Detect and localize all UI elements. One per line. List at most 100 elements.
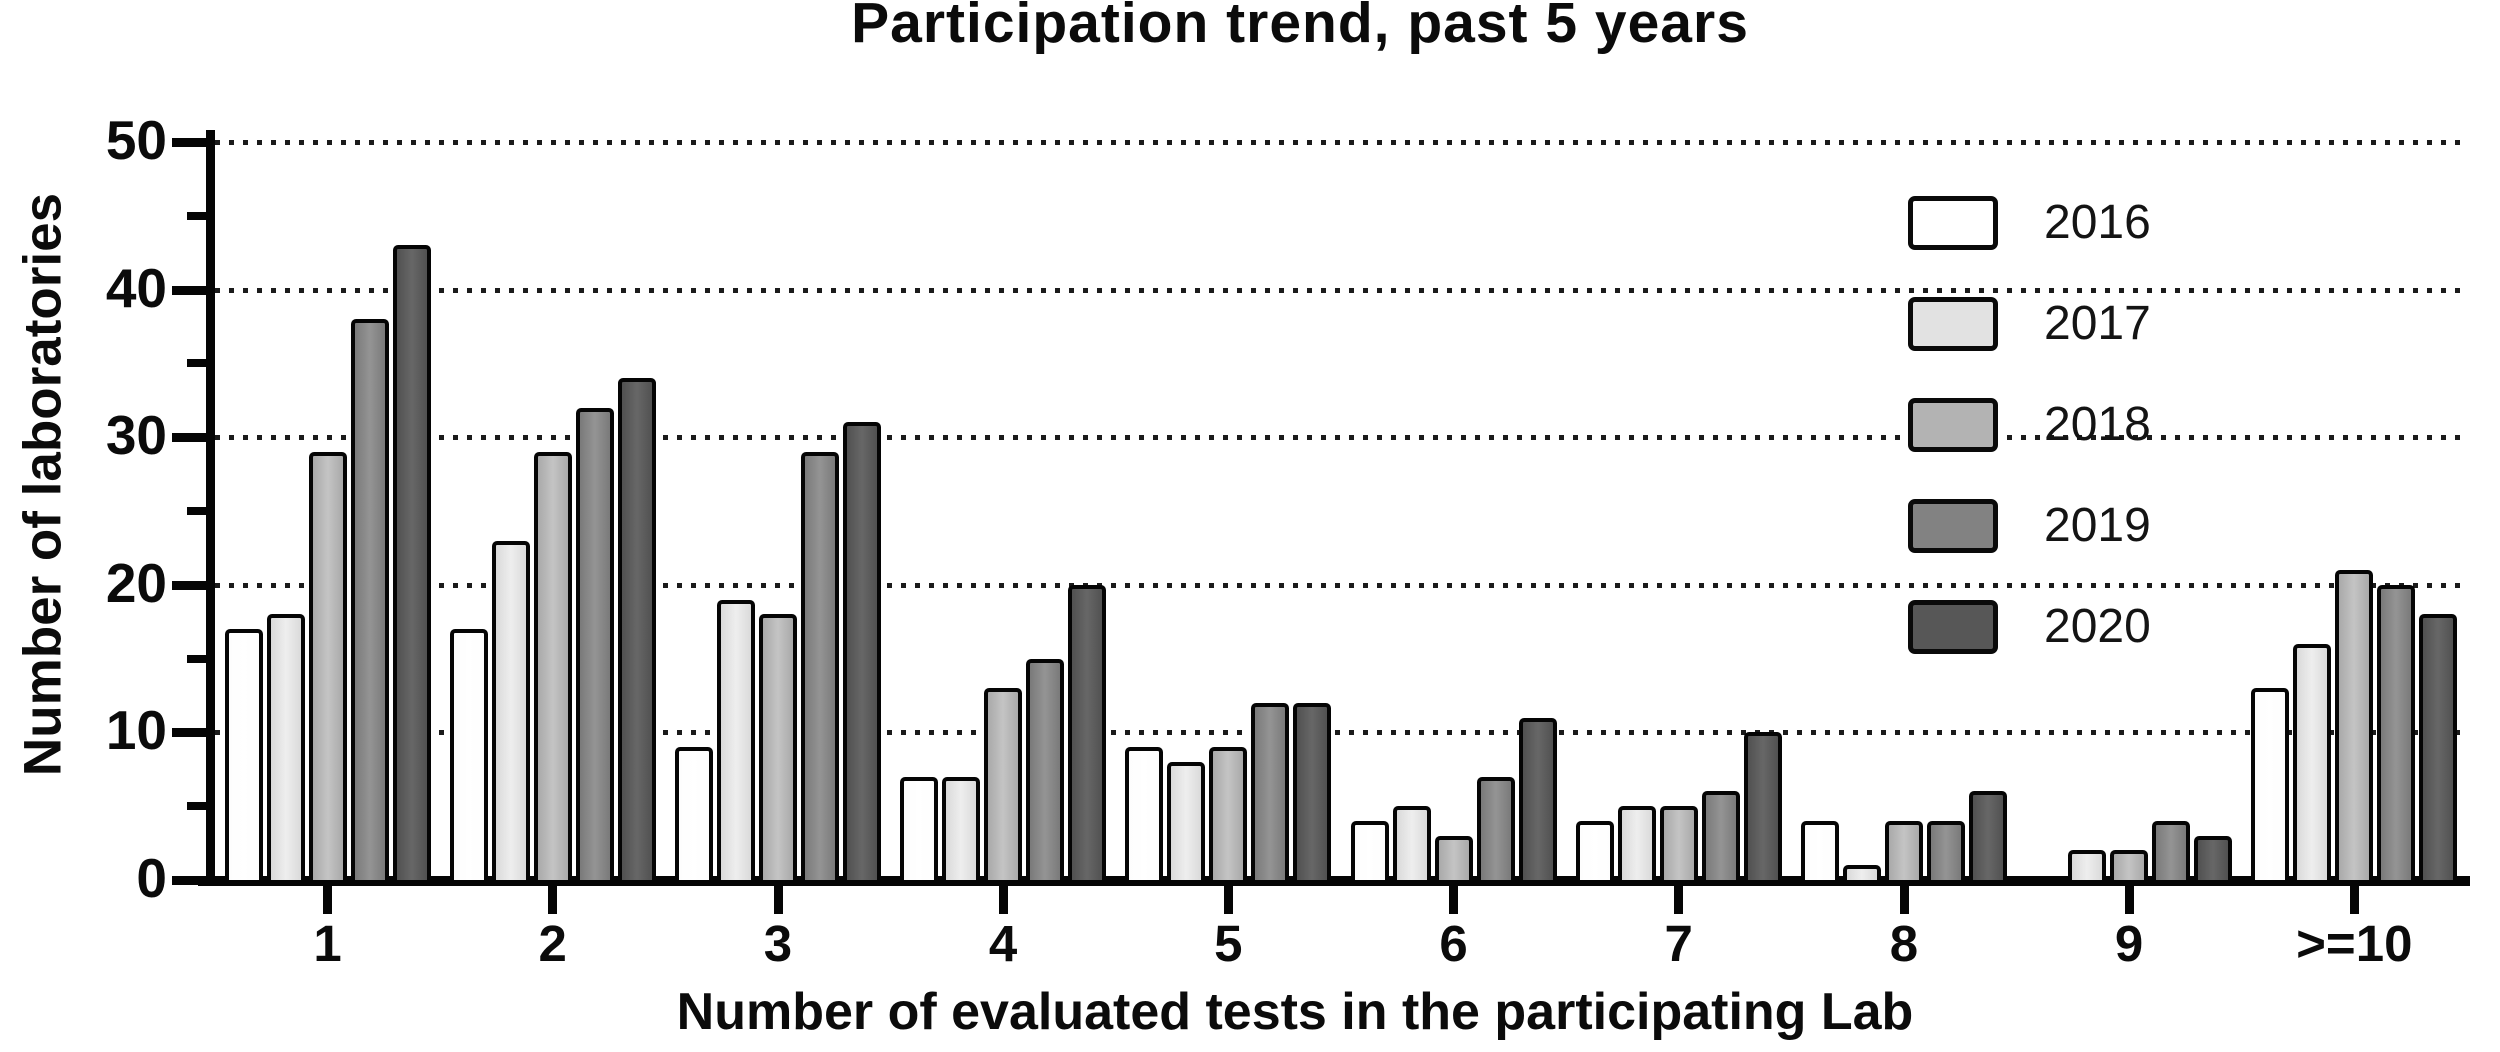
bar-group-7 [1566, 142, 1791, 880]
bar-2018-cat->=10 [2335, 570, 2374, 880]
bar-2017-cat-5 [1167, 762, 1206, 880]
y-tick-30 [172, 433, 215, 443]
y-tick-label-40: 40 [105, 256, 167, 319]
y-tick-label-10: 10 [105, 699, 167, 762]
bar-group-1 [215, 142, 440, 880]
bar-2019-cat-7 [1701, 791, 1740, 880]
x-axis-title: Number of evaluated tests in the partici… [676, 983, 1914, 1041]
bar-2018-cat-9 [2110, 850, 2149, 880]
bar-group->=10 [2242, 142, 2467, 880]
bar-2018-cat-8 [1884, 821, 1923, 880]
gridline-20 [215, 582, 2467, 588]
legend-label-2018: 2018 [2044, 398, 2151, 451]
bar-2017-cat-2 [491, 541, 530, 880]
legend-row-2019: 2019 [1908, 475, 2151, 576]
bar-2016-cat-8 [1800, 821, 1839, 880]
bar-groups-layer [215, 142, 2467, 880]
gridline-30 [215, 435, 2467, 441]
bar-2020-cat-8 [1968, 791, 2007, 880]
bar-2016-cat-3 [674, 747, 713, 880]
bar-2019-cat->=10 [2377, 585, 2416, 880]
x-tick-label-7: 7 [1664, 915, 1693, 972]
x-tick-2 [548, 886, 558, 914]
x-tick-label-9: 9 [2114, 915, 2144, 972]
y-tick-0 [172, 876, 215, 885]
y-minor-tick-5 [187, 802, 215, 811]
bar-group-2 [440, 142, 665, 880]
legend-swatch-2018 [1908, 397, 1998, 452]
bar-2019-cat-1 [350, 319, 389, 880]
y-tick-label-0: 0 [136, 847, 167, 909]
y-tick-20 [172, 580, 215, 590]
x-tick->=10 [2349, 886, 2359, 914]
legend-label-2019: 2019 [2044, 499, 2151, 552]
bar-2016-cat-2 [449, 629, 488, 880]
bar-2018-cat-4 [984, 688, 1023, 880]
bar-2018-cat-3 [758, 614, 797, 880]
y-tick-40 [172, 285, 215, 295]
bar-2017-cat-6 [1392, 806, 1431, 880]
bar-2019-cat-9 [2152, 821, 2191, 880]
x-tick-7 [1674, 886, 1684, 914]
legend-label-2016: 2016 [2044, 196, 2151, 249]
x-tick-8 [1899, 886, 1909, 914]
y-tick-10 [172, 728, 215, 738]
x-tick-5 [1223, 886, 1233, 914]
bar-2016-cat-6 [1350, 821, 1389, 880]
bar-group-4 [891, 142, 1116, 880]
bar-2020-cat->=10 [2419, 614, 2458, 880]
bar-2020-cat-9 [2194, 836, 2233, 880]
legend-row-2018: 2018 [1908, 374, 2151, 475]
bar-2018-cat-6 [1434, 836, 1473, 880]
legend-swatch-2019 [1908, 498, 1998, 553]
legend: 2016 2017 2018 2019 2020 [1908, 172, 2151, 677]
x-tick-3 [773, 886, 783, 914]
y-minor-tick-35 [187, 359, 215, 368]
bar-2017-cat-8 [1842, 865, 1881, 880]
bar-2019-cat-5 [1251, 703, 1290, 880]
bar-2020-cat-1 [392, 245, 431, 880]
x-tick-label->=10: >=10 [2296, 915, 2413, 972]
y-minor-tick-25 [187, 507, 215, 515]
bar-2020-cat-4 [1068, 585, 1107, 880]
bar-group-6 [1341, 142, 1566, 880]
bar-2017-cat-9 [2068, 850, 2107, 880]
legend-swatch-2020 [1908, 599, 1998, 654]
chart-title: Participation trend, past 5 years [851, 0, 1749, 55]
legend-row-2017: 2017 [1908, 273, 2151, 374]
bar-2016-cat->=10 [2251, 688, 2290, 880]
legend-label-2020: 2020 [2044, 600, 2151, 653]
x-tick-4 [998, 886, 1008, 914]
legend-row-2020: 2020 [1908, 576, 2151, 677]
bar-2019-cat-3 [800, 452, 839, 880]
y-minor-tick-15 [187, 654, 215, 663]
x-tick-label-2: 2 [538, 915, 567, 972]
bar-group-5 [1116, 142, 1341, 880]
bar-2017-cat-7 [1617, 806, 1656, 880]
legend-swatch-2016 [1908, 195, 1998, 250]
x-tick-1 [323, 886, 333, 914]
gridline-50 [215, 140, 2467, 145]
gridline-10 [215, 730, 2467, 736]
y-tick-label-50: 50 [105, 109, 167, 171]
bar-2018-cat-1 [308, 452, 347, 880]
bar-2018-cat-2 [533, 452, 572, 880]
bar-2020-cat-7 [1743, 732, 1782, 880]
legend-swatch-2017 [1908, 296, 1998, 351]
bar-2017-cat->=10 [2293, 644, 2332, 880]
x-tick-label-1: 1 [313, 915, 342, 972]
bar-2016-cat-1 [224, 629, 263, 880]
y-tick-label-20: 20 [105, 551, 167, 614]
bar-2019-cat-2 [575, 408, 614, 880]
bar-2019-cat-4 [1026, 659, 1065, 880]
bar-2018-cat-5 [1209, 747, 1248, 880]
gridline-40 [215, 287, 2467, 293]
x-tick-label-8: 8 [1889, 915, 1919, 972]
bar-2017-cat-1 [266, 614, 305, 880]
bar-2020-cat-6 [1518, 718, 1557, 880]
y-tick-50 [172, 138, 215, 147]
x-axis-line [198, 876, 2470, 886]
x-tick-label-5: 5 [1214, 915, 1243, 972]
bar-2016-cat-5 [1125, 747, 1164, 880]
plot-area: 0 10 20 30 40 50 1 2 3 4 5 6 7 8 9 >=10 [106, 109, 2467, 972]
